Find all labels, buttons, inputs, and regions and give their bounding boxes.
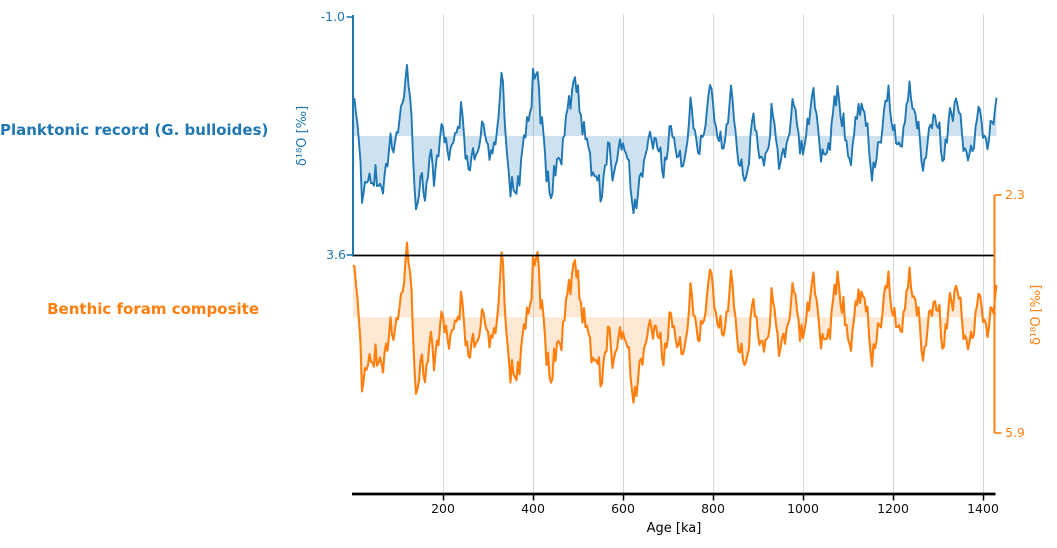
benthic-y-axis-label: δ¹⁸O [‰] <box>1029 284 1044 346</box>
planktonic-y-axis-label: δ¹⁸O [‰] <box>295 105 310 167</box>
right-axis-tick-label-bottom: 5.9 <box>1005 425 1025 440</box>
left-axis-tick-label-top: -1.0 <box>320 9 345 24</box>
x-axis-title: Age [ka] <box>646 521 702 536</box>
planktonic-series-title: Planktonic record (G. bulloides) <box>0 121 269 139</box>
right-axis-tick-label-top: 2.3 <box>1005 187 1025 202</box>
left-axis-tick-label-bottom: 3.6 <box>326 247 346 262</box>
benthic-series-title: Benthic foram composite <box>47 300 259 318</box>
benthic-fill <box>353 242 997 403</box>
planktonic-curve <box>352 64 998 215</box>
benthic-curve <box>352 241 998 404</box>
